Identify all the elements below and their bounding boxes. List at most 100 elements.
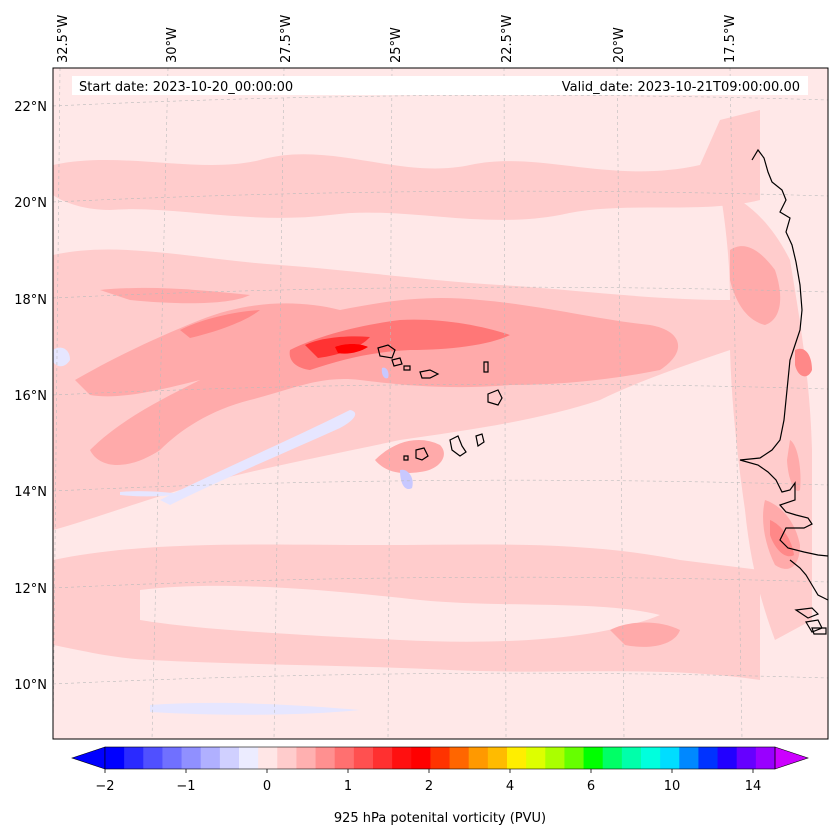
lon-labels: 32.5°W 30°W 27.5°W 25°W 22.5°W 20°W 17.5… (56, 15, 738, 63)
colorbar-cell (679, 747, 699, 769)
colorbar-cell (411, 747, 431, 769)
gridline-lat-4 (53, 383, 828, 396)
valid-date-label: Valid_date: 2023-10-21T09:00:00.00 (562, 80, 800, 95)
pv-contour-red-max (335, 344, 368, 354)
colorbar-cell (736, 747, 757, 769)
coastlines (377, 148, 828, 635)
colorbar-ticks (104, 769, 754, 773)
colorbar-cell (219, 747, 240, 769)
cb-tick-label: 2 (425, 779, 433, 794)
pv-contour-red-mid (289, 319, 510, 370)
cape-verde-fogo (415, 447, 429, 461)
colorbar-cell (698, 747, 719, 769)
gridline-lon-2 (151, 68, 169, 739)
lon-label-30w: 30°W (165, 27, 180, 63)
cape-verde-sal (483, 361, 489, 373)
guinea-coast (789, 559, 828, 601)
colorbar-cell (526, 747, 546, 769)
pv-contour-pink-mauritania (787, 440, 801, 491)
colorbar-cell (181, 747, 202, 769)
pv-contour-pink-south-blob (610, 622, 680, 647)
cb-tick-label: −1 (176, 779, 195, 794)
pv-contour-red-mid-coast (795, 348, 812, 377)
colorbar: −2 −1 0 1 2 4 6 10 14 925 hPa potenital … (71, 746, 809, 826)
cb-tick-label: −2 (95, 779, 114, 794)
cape-verde-santo-antao (377, 344, 396, 359)
gridline-lat-2 (53, 190, 828, 203)
colorbar-cell (105, 747, 125, 769)
graticule (53, 68, 828, 739)
pv-contour-blue-streak (160, 410, 356, 505)
cape-verde-maio (475, 433, 485, 447)
bijagos-islands (794, 607, 827, 635)
map-frame (52, 67, 829, 740)
pv-contour-blue-south (150, 702, 360, 715)
colorbar-cell (468, 747, 489, 769)
lat-labels: 22°N 20°N 18°N 16°N 14°N 12°N 10°N (14, 100, 47, 693)
cb-tick-label: 6 (587, 779, 595, 794)
lat-label-10n: 10°N (14, 678, 47, 693)
cb-tick-label: 0 (263, 779, 271, 794)
colorbar-cell (392, 747, 412, 769)
cape-verde-sao-nicolau (419, 369, 440, 379)
lat-label-14n: 14°N (14, 485, 47, 500)
cb-tick-label: 14 (745, 779, 762, 794)
gridline-lon-1 (53, 68, 61, 739)
colorbar-cell (277, 747, 297, 769)
colorbar-cell (334, 747, 355, 769)
lon-label-27-5w: 27.5°W (279, 15, 294, 63)
gridline-lon-7 (729, 68, 743, 739)
lat-label-22n: 22°N (14, 100, 47, 115)
lon-label-20w: 20°W (612, 27, 627, 63)
colorbar-extend-high (774, 746, 809, 770)
cape-verde-sao-vicente (391, 357, 403, 367)
lat-label-20n: 20°N (14, 196, 47, 211)
colorbar-cell (660, 747, 680, 769)
colorbar-extend-low (71, 746, 106, 770)
pv-contour-blue-small (381, 367, 389, 379)
cape-verde-santa-luzia (403, 365, 411, 371)
pv-contour-blue-sw (120, 491, 180, 497)
pv-contour-light-north (53, 110, 760, 220)
gridline-lat-1 (53, 94, 828, 107)
pv-contour-pink-coast (730, 246, 781, 325)
colorbar-cell (258, 747, 278, 769)
colorbar-cell (602, 747, 623, 769)
gridline-lat-7 (53, 672, 828, 685)
colorbar-cell (545, 747, 565, 769)
africa-coastline (739, 148, 828, 557)
gridline-lon-3 (273, 68, 285, 739)
colorbar-cell (373, 747, 393, 769)
cape-verde-brava (403, 455, 409, 461)
colorbar-cell (487, 747, 508, 769)
cb-tick-label: 10 (664, 779, 681, 794)
cb-tick-label: 4 (506, 779, 514, 794)
colorbar-cell (507, 747, 527, 769)
cape-verde-santiago (449, 435, 467, 457)
cb-tick-label: 1 (344, 779, 352, 794)
pv-contour-pink-band (75, 298, 679, 465)
colorbar-frame (104, 746, 776, 770)
gridline-lon-6 (616, 68, 625, 739)
colorbar-label: 925 hPa potenital vorticity (PVU) (334, 811, 546, 826)
lon-label-25w: 25°W (389, 27, 404, 63)
colorbar-cell (564, 747, 585, 769)
colorbar-cell (296, 747, 317, 769)
colorbar-cell (717, 747, 738, 769)
lat-label-18n: 18°N (14, 293, 47, 308)
gridline-lat-5 (53, 479, 828, 492)
start-date-label: Start date: 2023-10-20_00:00:00 (79, 80, 293, 95)
colorbar-cell (124, 747, 144, 769)
title-box (72, 76, 808, 95)
colorbar-cell (143, 747, 163, 769)
colorbar-cell (449, 747, 470, 769)
gridline-lon-5 (503, 68, 507, 739)
pv-contour-light-sw (140, 585, 660, 642)
lon-label-32-5w: 32.5°W (56, 15, 71, 63)
colorbar-cell (621, 747, 642, 769)
colorbar-cell (200, 747, 221, 769)
pv-contour-pink-north (100, 287, 250, 304)
colorbar-cells (105, 747, 776, 769)
pv-contour-red-mid-west (180, 310, 260, 338)
